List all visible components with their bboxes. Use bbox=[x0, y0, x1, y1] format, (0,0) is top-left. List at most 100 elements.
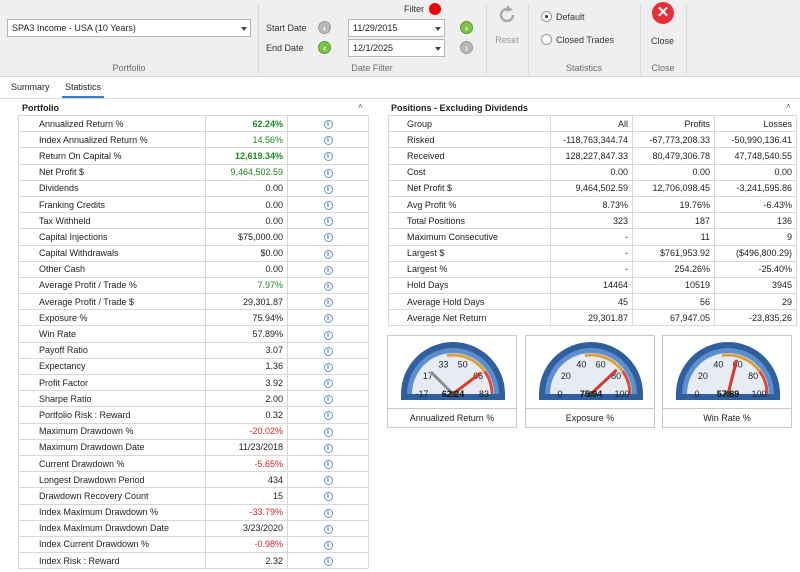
info-cell: i bbox=[287, 535, 369, 554]
closed-trades-radio[interactable] bbox=[541, 34, 552, 45]
row-value: 12,706,098.45 bbox=[632, 179, 715, 197]
tab-divider bbox=[0, 98, 800, 99]
info-cell: i bbox=[287, 487, 369, 505]
stat-value: 75.94% bbox=[205, 309, 288, 327]
start-date-next-icon[interactable]: › bbox=[460, 21, 473, 34]
row-value: -118,763,344.74 bbox=[550, 131, 633, 149]
info-icon[interactable]: i bbox=[323, 557, 333, 567]
info-icon[interactable]: i bbox=[323, 379, 333, 389]
column-header[interactable]: Profits bbox=[632, 114, 715, 133]
info-cell: i bbox=[287, 406, 369, 424]
info-icon[interactable]: i bbox=[323, 492, 333, 502]
stat-label: Current Drawdown % bbox=[18, 454, 206, 473]
column-header[interactable]: All bbox=[550, 114, 633, 133]
table-row: Payoff Ratio 3.07 i bbox=[18, 341, 369, 359]
row-label: Avg Profit % bbox=[388, 195, 551, 214]
info-icon[interactable]: i bbox=[323, 330, 333, 340]
info-icon[interactable]: i bbox=[323, 249, 333, 259]
info-icon[interactable]: i bbox=[323, 120, 333, 130]
gauge-hub bbox=[588, 391, 594, 397]
info-icon[interactable]: i bbox=[323, 281, 333, 291]
row-value: 45 bbox=[550, 293, 633, 311]
reset-button[interactable]: Reset bbox=[490, 3, 524, 49]
info-icon[interactable]: i bbox=[323, 298, 333, 308]
portfolio-table: Annualized Return % 62.24% i Index Annualiz… bbox=[18, 114, 369, 570]
table-row: Current Drawdown % -5.65% i bbox=[18, 454, 369, 473]
info-icon[interactable]: i bbox=[323, 411, 333, 421]
row-value: ($496,800.29) bbox=[714, 244, 797, 262]
table-row: Risked -118,763,344.74 -67,773,208.33 -50,9… bbox=[388, 131, 797, 149]
collapse-caret-icon[interactable]: ˄ bbox=[358, 102, 363, 111]
info-icon[interactable]: i bbox=[323, 201, 333, 211]
end-date-field[interactable]: 12/1/2025 bbox=[348, 39, 445, 57]
group-separator bbox=[640, 4, 641, 74]
stat-value: 1.36 bbox=[205, 357, 288, 376]
info-cell: i bbox=[287, 341, 369, 359]
table-row: Return On Capital % 12,619.34% i bbox=[18, 147, 369, 165]
info-cell: i bbox=[287, 114, 369, 133]
stat-value: 12,619.34% bbox=[205, 147, 288, 165]
stat-label: Net Profit $ bbox=[18, 163, 206, 181]
stat-value: 57.89% bbox=[205, 325, 288, 343]
stat-label: Win Rate bbox=[18, 325, 206, 343]
info-icon[interactable]: i bbox=[323, 233, 333, 243]
info-icon[interactable]: i bbox=[323, 152, 333, 162]
row-value: 187 bbox=[632, 212, 715, 230]
info-icon[interactable]: i bbox=[323, 314, 333, 324]
info-icon[interactable]: i bbox=[323, 460, 333, 470]
info-icon[interactable]: i bbox=[323, 476, 333, 486]
chevron-down-icon bbox=[241, 27, 247, 31]
start-date-prev-icon[interactable]: ‹ bbox=[318, 21, 331, 34]
info-icon[interactable]: i bbox=[323, 184, 333, 194]
column-header[interactable]: Group bbox=[388, 114, 551, 133]
stat-label: Longest Drawdown Period bbox=[18, 471, 206, 489]
info-cell: i bbox=[287, 438, 369, 456]
row-value: $761,953.92 bbox=[632, 244, 715, 262]
info-cell: i bbox=[287, 503, 369, 521]
stat-value: 0.00 bbox=[205, 195, 288, 214]
gauge-caption: Annualized Return % bbox=[388, 408, 516, 423]
end-date-next-icon[interactable]: › bbox=[460, 41, 473, 54]
info-icon[interactable]: i bbox=[323, 265, 333, 275]
info-cell: i bbox=[287, 147, 369, 165]
info-cell: i bbox=[287, 471, 369, 489]
stat-label: Dividends bbox=[18, 179, 206, 197]
end-date-prev-icon[interactable]: ‹ bbox=[318, 41, 331, 54]
table-row: Received 128,227,847.33 80,479,306.78 47,74… bbox=[388, 147, 797, 165]
gauge-tick-label: 60 bbox=[733, 360, 743, 370]
collapse-caret-icon[interactable]: ˄ bbox=[786, 102, 791, 111]
gauge-tick-label: 80 bbox=[611, 371, 621, 381]
start-date-field[interactable]: 11/29/2015 bbox=[348, 19, 445, 37]
column-header[interactable]: Losses bbox=[714, 114, 797, 133]
info-icon[interactable]: i bbox=[323, 136, 333, 146]
info-icon[interactable]: i bbox=[323, 168, 333, 178]
table-row: Average Net Return 29,301.87 67,947.05 -23,… bbox=[388, 309, 797, 327]
info-icon[interactable]: i bbox=[323, 217, 333, 227]
close-button[interactable]: ✕ Close bbox=[645, 2, 681, 50]
default-radio[interactable] bbox=[541, 11, 552, 22]
row-label: Average Hold Days bbox=[388, 293, 551, 311]
gauge-dial: 0 20 40 60 80 100 57.89 bbox=[676, 342, 780, 400]
info-icon[interactable]: i bbox=[323, 362, 333, 372]
info-icon[interactable]: i bbox=[323, 524, 333, 534]
info-icon[interactable]: i bbox=[323, 540, 333, 550]
gauge-tick-label: 0 bbox=[694, 389, 699, 399]
stat-value: -5.65% bbox=[205, 454, 288, 473]
info-icon[interactable]: i bbox=[323, 395, 333, 405]
default-label: Default bbox=[556, 12, 585, 22]
info-icon[interactable]: i bbox=[323, 508, 333, 518]
tab-statistics[interactable]: Statistics bbox=[62, 82, 105, 98]
portfolio-group-caption: Portfolio bbox=[112, 63, 146, 73]
portfolio-select[interactable]: SPA3 Income - USA (10 Years) bbox=[7, 19, 251, 37]
tab-summary[interactable]: Summary bbox=[11, 82, 50, 92]
stat-label: Return On Capital % bbox=[18, 147, 206, 165]
info-icon[interactable]: i bbox=[323, 443, 333, 453]
start-date-label: Start Date bbox=[266, 23, 307, 33]
info-icon[interactable]: i bbox=[323, 427, 333, 437]
stat-label: Expectancy bbox=[18, 357, 206, 376]
gauge-caption: Win Rate % bbox=[663, 408, 791, 423]
filter-indicator-icon[interactable] bbox=[429, 3, 441, 15]
info-cell: i bbox=[287, 179, 369, 197]
info-icon[interactable]: i bbox=[323, 346, 333, 356]
table-row: Largest $ - $761,953.92 ($496,800.29) bbox=[388, 244, 797, 262]
